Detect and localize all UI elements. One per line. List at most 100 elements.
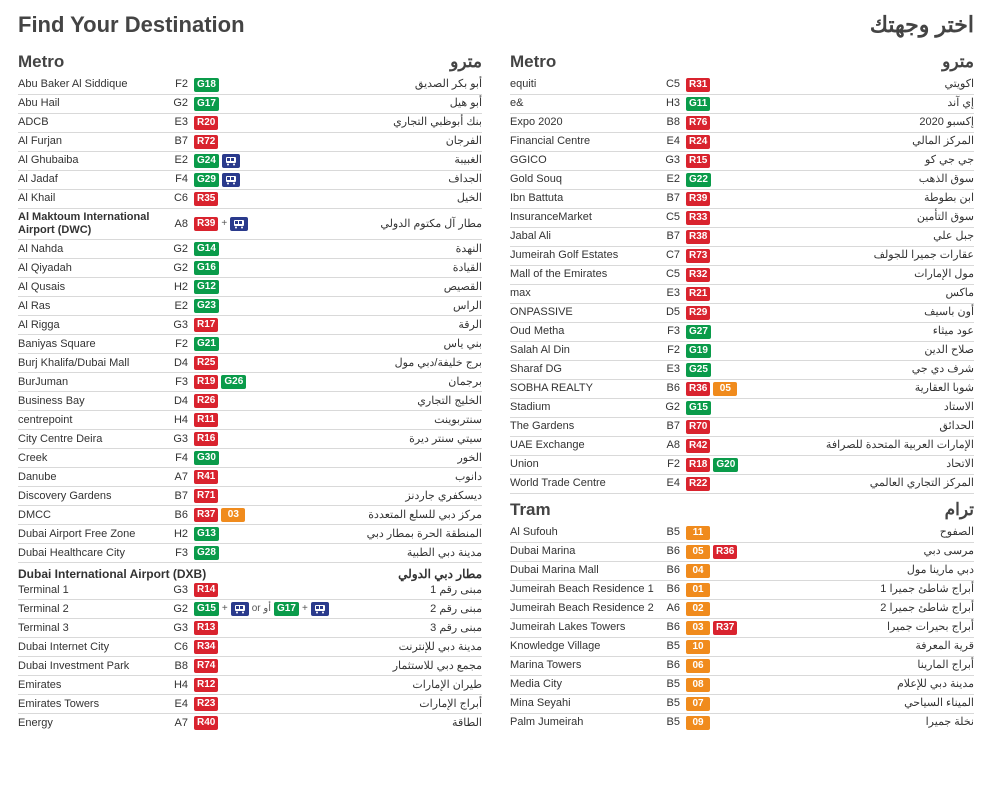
station-name-ar: سنتربوينت <box>218 414 482 427</box>
section-title-ar: مترو <box>942 52 974 72</box>
station-name-ar: الخليج التجاري <box>218 395 482 408</box>
badges-group: 04 <box>686 564 710 578</box>
badges-group: G17 <box>194 97 219 111</box>
station-row: SOBHA REALTYB6R3605شوبا العقارية <box>510 380 974 399</box>
line-badge: R41 <box>194 470 218 484</box>
station-name-ar: سوق التأمين <box>710 211 974 224</box>
station-row: Abu Baker Al SiddiqueF2G18أبو بكر الصديق <box>18 76 482 95</box>
badges-group: G12 <box>194 280 219 294</box>
grid-ref: G2 <box>168 262 194 275</box>
grid-ref: B8 <box>168 660 194 673</box>
line-badge: G16 <box>194 261 219 275</box>
station-name-en: Jumeirah Lakes Towers <box>510 621 660 634</box>
line-badge: R37 <box>194 508 218 522</box>
station-name-ar: مول الإمارات <box>710 268 974 281</box>
grid-ref: H4 <box>168 679 194 692</box>
station-name-en: Union <box>510 458 660 471</box>
grid-ref: B7 <box>660 192 686 205</box>
line-badge: R70 <box>686 420 710 434</box>
station-name-ar: الخيل <box>218 192 482 205</box>
station-name-en: Al Maktoum International Airport (DWC) <box>18 211 168 237</box>
badges-group: R76 <box>686 116 710 130</box>
badges-group: G23 <box>194 299 219 313</box>
station-name-ar: الراس <box>219 300 482 313</box>
station-row: Al Maktoum International Airport (DWC)A8… <box>18 209 482 240</box>
station-name-en: Al Jadaf <box>18 173 168 186</box>
badges-group: R31 <box>686 78 710 92</box>
station-row: Jumeirah Beach Residence 2A602أبراج شاطئ… <box>510 600 974 619</box>
grid-ref: C7 <box>660 249 686 262</box>
grid-ref: B6 <box>660 583 686 596</box>
station-name-en: Al Sufouh <box>510 526 660 539</box>
station-row: Expo 2020B8R76إكسبو 2020 <box>510 114 974 133</box>
station-name-ar: برج خليفة/دبي مول <box>218 357 482 370</box>
badges-group: R71 <box>194 489 218 503</box>
station-row: Mina SeyahiB507الميناء السياحي <box>510 695 974 714</box>
badges-group: R33 <box>686 211 710 225</box>
station-row: Mall of the EmiratesC5R32مول الإمارات <box>510 266 974 285</box>
station-name-en: Ibn Battuta <box>510 192 660 205</box>
bus-icon <box>231 602 249 616</box>
station-name-ar: مبنى رقم 2 <box>329 603 482 616</box>
station-row: DMCCB6R3703مركز دبي للسلع المتعددة <box>18 506 482 525</box>
grid-ref: B7 <box>660 420 686 433</box>
line-badge: G14 <box>194 242 219 256</box>
section-title-en: Tram <box>510 500 551 520</box>
station-row: Discovery GardensB7R71ديسكفري جاردنز <box>18 487 482 506</box>
line-badge: G25 <box>686 363 711 377</box>
badges-group: R19G26 <box>194 375 246 389</box>
line-badge: G28 <box>194 546 219 560</box>
line-badge: R16 <box>194 432 218 446</box>
badges-group: R23 <box>194 697 218 711</box>
station-row: BurJumanF3R19G26برجمان <box>18 373 482 392</box>
grid-ref: B6 <box>660 659 686 672</box>
badges-group: R38 <box>686 230 710 244</box>
station-name-en: Creek <box>18 452 168 465</box>
station-name-en: Salah Al Din <box>510 344 660 357</box>
badges-group: R35 <box>194 192 218 206</box>
line-badge: R21 <box>686 287 710 301</box>
badges-group: G13 <box>194 527 219 541</box>
grid-ref: G2 <box>168 243 194 256</box>
station-name-en: The Gardens <box>510 420 660 433</box>
station-row: Marina TowersB606أبراج المارينا <box>510 657 974 676</box>
station-row: Dubai Internet CityC6R34مدينة دبي للإنتر… <box>18 638 482 657</box>
station-name-en: Dubai Airport Free Zone <box>18 528 168 541</box>
line-badge: G17 <box>194 97 219 111</box>
station-name-en: World Trade Centre <box>510 477 660 490</box>
line-badge: G22 <box>686 173 711 187</box>
badges-group: R22 <box>686 477 710 491</box>
station-row: Abu HailG2G17أبو هيل <box>18 95 482 114</box>
station-row: Dubai Marina MallB604دبي مارينا مول <box>510 562 974 581</box>
station-name-en: Stadium <box>510 401 660 414</box>
station-name-en: Jumeirah Beach Residence 2 <box>510 602 660 615</box>
station-name-ar: ديسكفري جاردنز <box>218 490 482 503</box>
grid-ref: B5 <box>660 697 686 710</box>
station-row: Media CityB508مدينة دبي للإعلام <box>510 676 974 695</box>
station-name-ar: مدينة دبي للإنترنت <box>218 641 482 654</box>
grid-ref: B5 <box>660 640 686 653</box>
bus-icon <box>222 173 240 187</box>
line-badge: 09 <box>686 716 710 730</box>
badges-group: R42 <box>686 439 710 453</box>
grid-ref: G3 <box>168 584 194 597</box>
station-name-en: Expo 2020 <box>510 116 660 129</box>
separator: or أو <box>252 603 271 615</box>
grid-ref: F2 <box>168 78 194 91</box>
grid-ref: C6 <box>168 641 194 654</box>
section-title-ar: ترام <box>945 500 974 520</box>
station-row: Oud MethaF3G27عود ميثاء <box>510 323 974 342</box>
station-name-ar: الصفوح <box>710 526 974 539</box>
station-row: Salah Al DinF2G19صلاح الدين <box>510 342 974 361</box>
station-name-ar: دانوب <box>218 471 482 484</box>
line-badge: G29 <box>194 173 219 187</box>
bus-icon <box>311 602 329 616</box>
station-name-en: Financial Centre <box>510 135 660 148</box>
grid-ref: F3 <box>168 376 194 389</box>
grid-ref: F3 <box>168 547 194 560</box>
grid-ref: G3 <box>168 622 194 635</box>
line-badge: G17 <box>274 602 299 616</box>
separator: + <box>222 603 228 615</box>
station-name-en: max <box>510 287 660 300</box>
station-row: Al NahdaG2G14النهدة <box>18 240 482 259</box>
